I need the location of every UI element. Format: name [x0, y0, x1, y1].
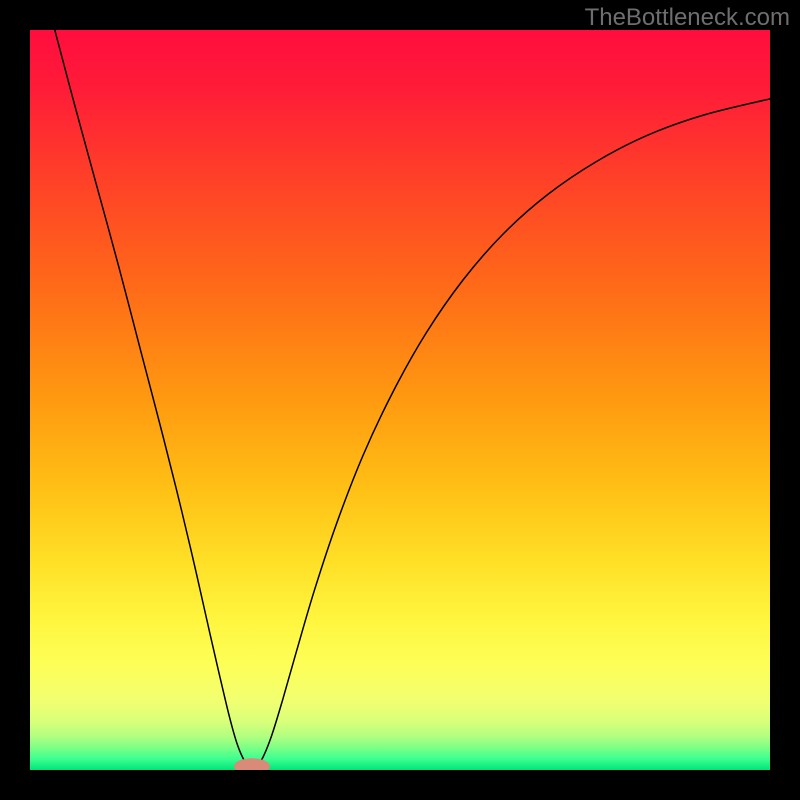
watermark-text: TheBottleneck.com — [585, 4, 790, 32]
bottleneck-chart — [0, 0, 800, 800]
chart-container: TheBottleneck.com — [0, 0, 800, 800]
plot-gradient — [30, 30, 770, 770]
